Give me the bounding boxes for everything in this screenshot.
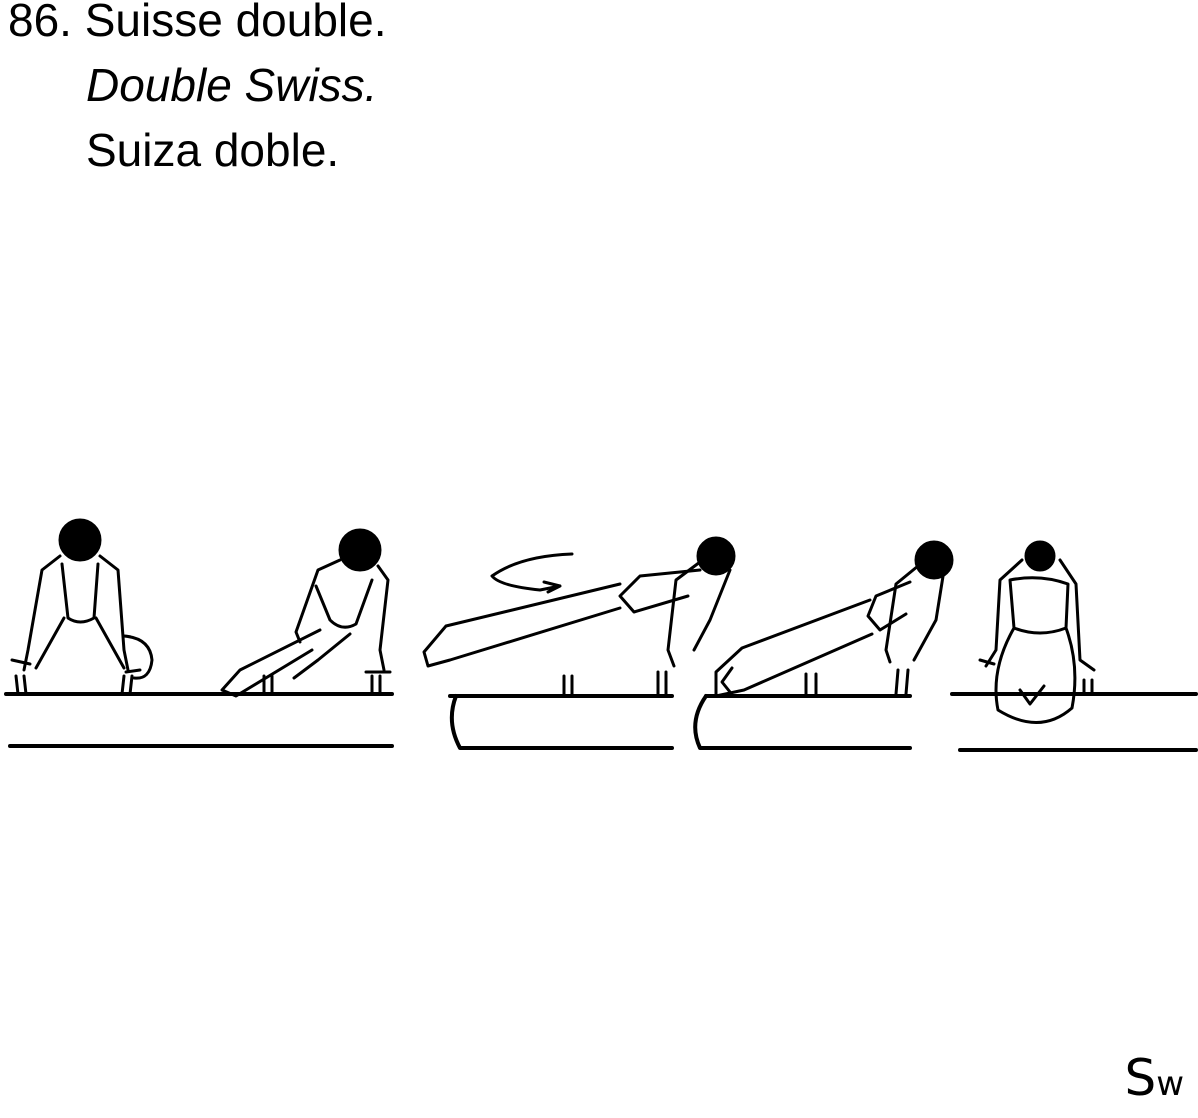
element-symbol: Sw bbox=[1124, 1048, 1184, 1114]
gymnast-frame-4 bbox=[693, 540, 954, 750]
element-title-spanish: Suiza doble. bbox=[86, 124, 340, 176]
symbol-main-letter: S bbox=[1124, 1049, 1157, 1107]
gymnast-frame-5 bbox=[950, 540, 1198, 752]
pommel-horse-sequence-illustration bbox=[4, 518, 1198, 752]
element-title-french: 86. Suisse double. bbox=[8, 0, 387, 46]
gymnast-frame-3 bbox=[422, 536, 736, 750]
symbol-sub-letter: w bbox=[1156, 1064, 1184, 1104]
gymnast-frame-2 bbox=[220, 528, 392, 698]
gymnast-frame-1 bbox=[4, 518, 394, 748]
element-title-english: Double Swiss. bbox=[86, 59, 378, 111]
